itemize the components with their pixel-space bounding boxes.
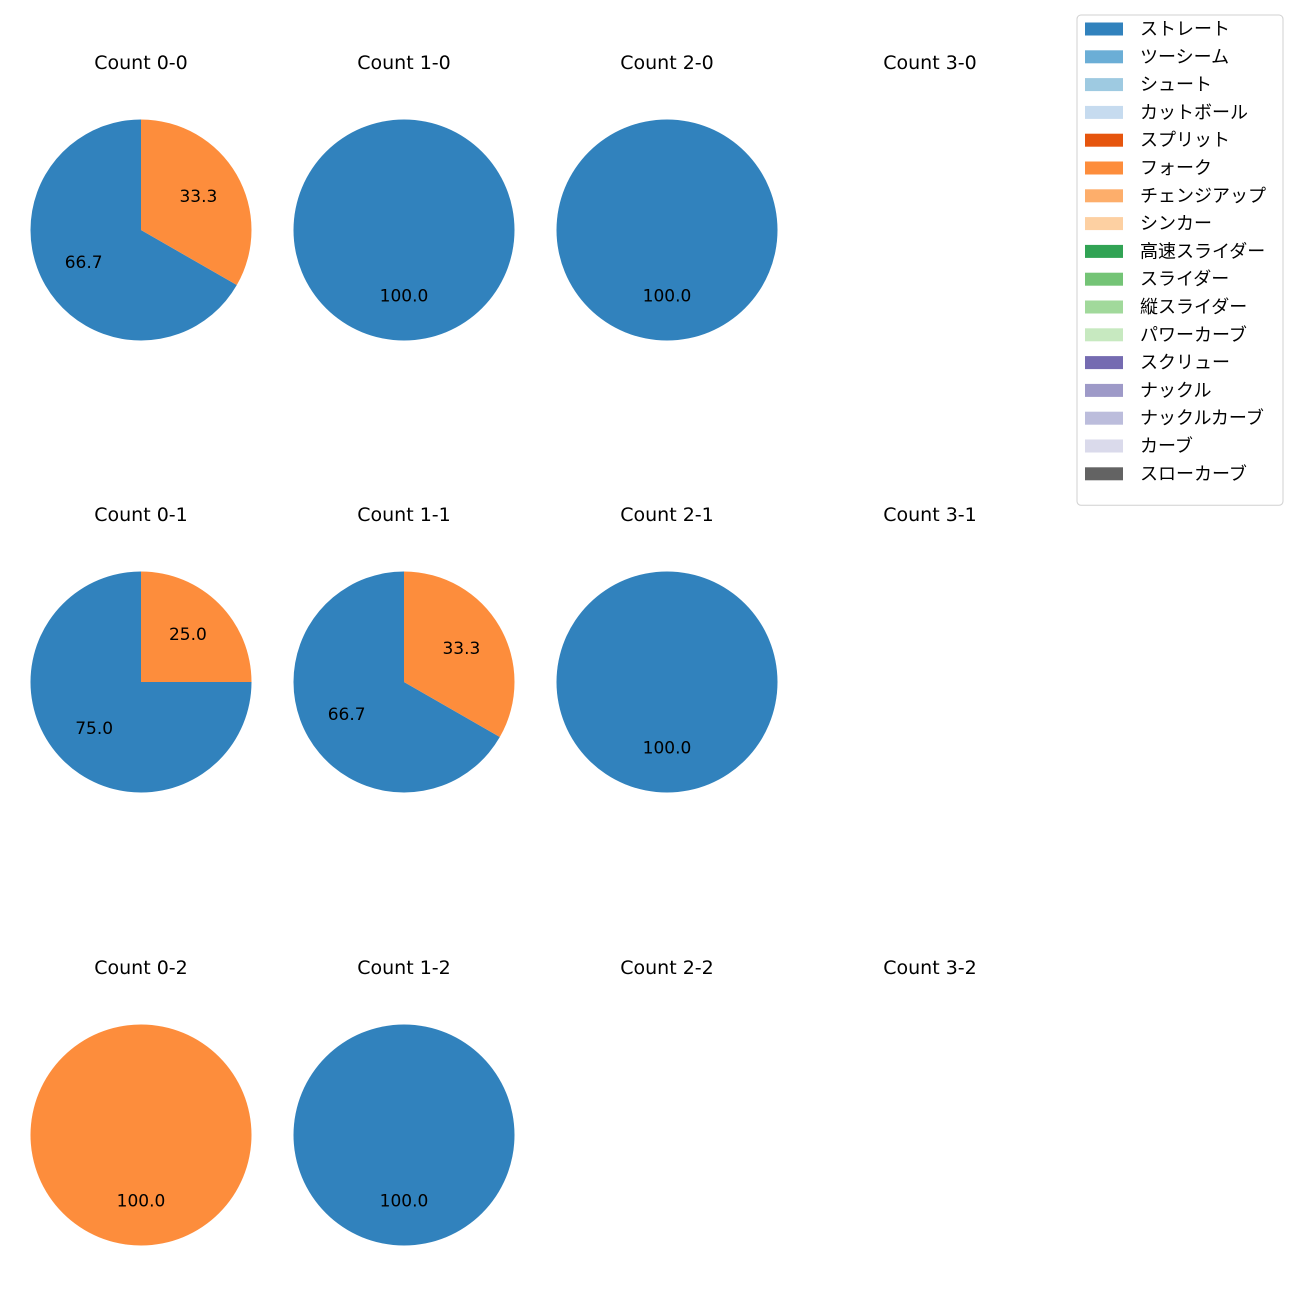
- legend-swatch: [1085, 78, 1123, 91]
- legend-swatch: [1085, 356, 1123, 369]
- slice-percent-label: 100.0: [117, 1191, 166, 1211]
- legend-swatch: [1085, 217, 1123, 230]
- pie-slice: [31, 1025, 252, 1246]
- legend-label: ツーシーム: [1140, 47, 1229, 68]
- pie-slice: [294, 120, 515, 341]
- legend-swatch: [1085, 134, 1123, 147]
- pie-count-3-2: Count 3-2: [883, 957, 977, 979]
- pie-chart-grid: Count 0-066.733.3Count 1-0100.0Count 2-0…: [0, 0, 1300, 1300]
- chart-title: Count 2-2: [620, 957, 714, 979]
- pie-count-0-1: Count 0-1 75.0 25.0: [31, 504, 252, 793]
- slice-percent-label: 75.0: [75, 719, 113, 739]
- pie-count-1-1: Count 1-1 66.7 33.3: [294, 504, 515, 793]
- chart-title: Count 1-0: [357, 52, 451, 74]
- chart-title: Count 3-2: [883, 957, 977, 979]
- legend-swatch: [1085, 412, 1123, 425]
- chart-title: Count 1-2: [357, 957, 451, 979]
- slice-percent-label: 100.0: [380, 1191, 429, 1211]
- legend-swatch: [1085, 384, 1123, 397]
- chart-title: Count 0-2: [94, 957, 188, 979]
- legend-label: スライダー: [1140, 269, 1229, 290]
- pie-count-0-2: Count 0-2 100.0: [31, 957, 252, 1246]
- legend-swatch: [1085, 245, 1123, 258]
- slice-percent-label: 66.7: [328, 705, 366, 725]
- pie-count-0-0: Count 0-0 66.7 33.3: [31, 52, 252, 341]
- legend-swatch: [1085, 440, 1123, 453]
- legend-label: カーブ: [1140, 435, 1193, 457]
- legend-label: スクリュー: [1140, 353, 1230, 374]
- legend-swatch: [1085, 50, 1123, 63]
- legend-swatch: [1085, 273, 1123, 286]
- pie-count-2-0: Count 2-0 100.0: [557, 52, 778, 341]
- legend: ストレートツーシームシュートカットボールスプリットフォークチェンジアップシンカー…: [1077, 15, 1283, 505]
- pie-count-3-0: Count 3-0: [883, 52, 977, 74]
- slice-percent-label: 25.0: [169, 625, 207, 645]
- legend-label: カットボール: [1140, 102, 1248, 123]
- legend-label: パワーカーブ: [1140, 324, 1247, 346]
- legend-label: フォーク: [1140, 158, 1212, 179]
- slice-percent-label: 33.3: [442, 639, 480, 659]
- legend-swatch: [1085, 162, 1123, 175]
- pie-count-3-1: Count 3-1: [883, 504, 977, 526]
- chart-title: Count 0-1: [94, 504, 188, 526]
- legend-label: スローカーブ: [1140, 463, 1247, 485]
- legend-swatch: [1085, 467, 1123, 480]
- slice-percent-label: 66.7: [65, 253, 103, 273]
- chart-title: Count 3-0: [883, 52, 977, 74]
- pie-count-1-0: Count 1-0 100.0: [294, 52, 515, 341]
- pie-slice: [557, 572, 778, 793]
- chart-title: Count 3-1: [883, 504, 977, 526]
- legend-label: シンカー: [1140, 214, 1212, 235]
- legend-label: 高速スライダー: [1140, 241, 1265, 262]
- legend-swatch: [1085, 301, 1123, 314]
- pie-count-2-2: Count 2-2: [620, 957, 714, 979]
- legend-label: 縦スライダー: [1140, 297, 1247, 318]
- chart-title: Count 1-1: [357, 504, 451, 526]
- legend-label: ストレート: [1140, 19, 1230, 40]
- legend-label: スプリット: [1140, 130, 1230, 151]
- slice-percent-label: 100.0: [643, 286, 692, 306]
- legend-swatch: [1085, 106, 1123, 119]
- pie-slice: [557, 120, 778, 341]
- legend-label: ナックルカーブ: [1140, 407, 1264, 429]
- legend-label: ナックル: [1140, 380, 1211, 401]
- legend-label: シュート: [1140, 75, 1212, 96]
- slice-percent-label: 33.3: [179, 187, 217, 207]
- slice-percent-label: 100.0: [380, 286, 429, 306]
- legend-swatch: [1085, 189, 1123, 202]
- chart-title: Count 2-0: [620, 52, 714, 74]
- legend-label: チェンジアップ: [1140, 186, 1266, 207]
- pie-count-2-1: Count 2-1 100.0: [557, 504, 778, 793]
- chart-title: Count 0-0: [94, 52, 188, 74]
- pie-count-1-2: Count 1-2 100.0: [294, 957, 515, 1246]
- chart-title: Count 2-1: [620, 504, 714, 526]
- legend-swatch: [1085, 328, 1123, 341]
- pie-slice: [294, 1025, 515, 1246]
- slice-percent-label: 100.0: [643, 738, 692, 758]
- legend-swatch: [1085, 23, 1123, 36]
